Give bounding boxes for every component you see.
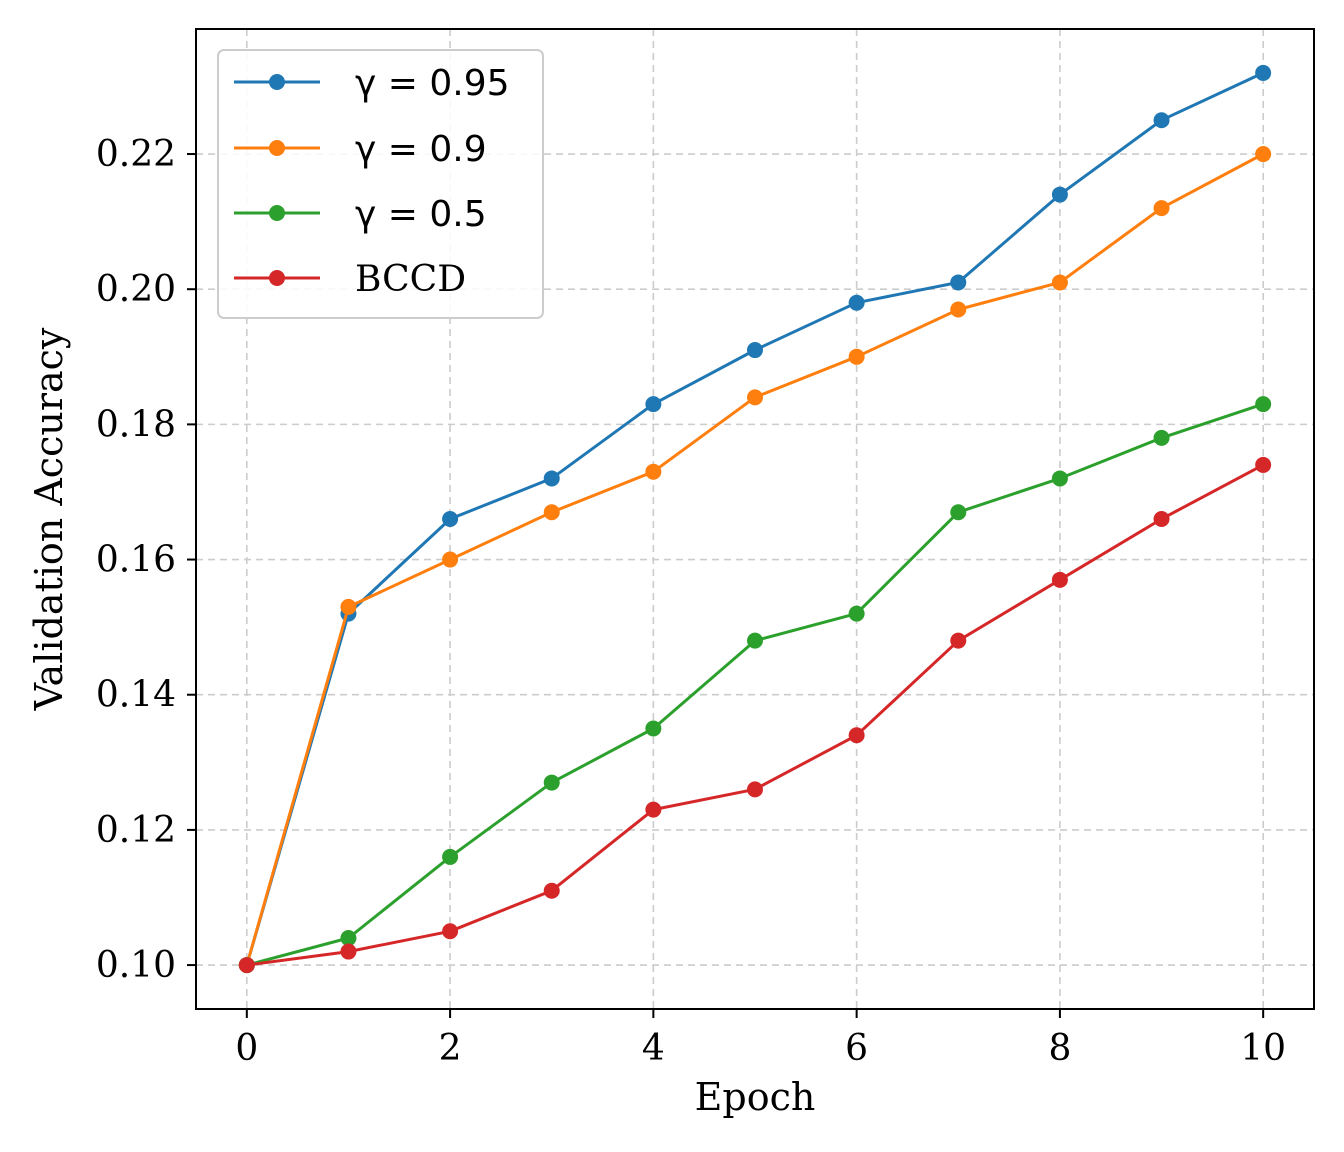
data-point xyxy=(1153,511,1170,527)
data-point xyxy=(1051,274,1068,291)
data-point xyxy=(1153,112,1170,129)
data-point xyxy=(543,470,560,487)
legend-swatch-marker xyxy=(269,205,285,221)
legend-item: BCCD xyxy=(234,259,466,300)
y-tick-label: 0.16 xyxy=(96,540,176,581)
data-point xyxy=(340,598,357,615)
data-point xyxy=(238,957,255,974)
x-axis-title: Epoch xyxy=(695,1075,816,1119)
x-tick-label: 6 xyxy=(845,1028,868,1069)
data-point xyxy=(950,632,967,649)
data-point xyxy=(645,396,662,413)
data-point xyxy=(442,551,459,568)
x-tick-label: 2 xyxy=(439,1028,462,1069)
data-point xyxy=(442,848,459,865)
series-0 xyxy=(238,64,1272,974)
data-point xyxy=(645,720,662,737)
data-point xyxy=(1051,470,1068,487)
series-1 xyxy=(238,146,1272,974)
legend-frame xyxy=(217,49,544,319)
series-line xyxy=(246,402,1264,967)
data-point xyxy=(442,511,459,527)
legend-item: γ = 0.5 xyxy=(234,194,487,235)
data-point xyxy=(1153,200,1170,217)
legend: γ = 0.95 γ = 0.9 γ = 0.5 BCCD xyxy=(217,49,544,319)
data-point xyxy=(1051,186,1068,203)
plot-frame xyxy=(195,28,1315,1010)
legend-swatch-marker xyxy=(269,270,285,286)
data-point xyxy=(1255,456,1272,473)
y-tick-label: 0.10 xyxy=(96,945,176,986)
legend-item: γ = 0.95 xyxy=(234,63,510,104)
data-point xyxy=(950,274,967,291)
data-point xyxy=(543,504,560,521)
y-tick-label: 0.22 xyxy=(96,134,176,175)
legend-swatch-marker xyxy=(269,74,285,90)
data-point xyxy=(848,348,865,365)
data-point xyxy=(747,781,763,798)
y-tick-label: 0.12 xyxy=(96,810,176,851)
data-point xyxy=(950,301,967,318)
data-point xyxy=(543,882,560,899)
y-tick-label: 0.18 xyxy=(96,404,176,445)
axis-ticks: 0 2 4 6 8 10 0.10 0.12 0.14 0.16 0.18 0.20 0.22 xyxy=(96,134,1286,1069)
data-point xyxy=(340,930,357,947)
x-tick-label: 10 xyxy=(1240,1028,1286,1069)
data-point xyxy=(1051,571,1068,588)
data-point xyxy=(1255,146,1272,163)
series-lines xyxy=(238,64,1272,974)
data-point xyxy=(747,342,763,359)
data-point xyxy=(950,504,967,521)
data-point xyxy=(848,294,865,311)
legend-label: γ = 0.9 xyxy=(355,129,487,170)
data-point xyxy=(747,632,763,649)
data-point xyxy=(645,801,662,818)
data-point xyxy=(1153,429,1170,446)
data-point xyxy=(848,605,865,622)
data-point xyxy=(848,727,865,744)
data-point xyxy=(1255,64,1272,81)
data-point xyxy=(340,943,357,960)
x-tick-label: 8 xyxy=(1048,1028,1071,1069)
legend-label: γ = 0.5 xyxy=(355,194,487,235)
legend-label: γ = 0.95 xyxy=(355,63,510,104)
data-point xyxy=(442,923,459,940)
legend-item: γ = 0.9 xyxy=(234,129,487,170)
legend-label: BCCD xyxy=(355,259,466,300)
series-2 xyxy=(238,396,1272,974)
data-point xyxy=(1255,396,1272,413)
series-line xyxy=(246,463,1264,967)
data-point xyxy=(543,774,560,791)
x-tick-label: 4 xyxy=(642,1028,665,1069)
data-point xyxy=(645,463,662,480)
y-tick-label: 0.14 xyxy=(96,675,176,716)
y-axis-title: Validation Accuracy xyxy=(27,327,71,711)
data-point xyxy=(747,389,763,406)
series-3 xyxy=(238,456,1272,974)
y-tick-label: 0.20 xyxy=(96,269,176,310)
legend-swatch-marker xyxy=(269,140,285,156)
x-tick-label: 0 xyxy=(235,1028,258,1069)
